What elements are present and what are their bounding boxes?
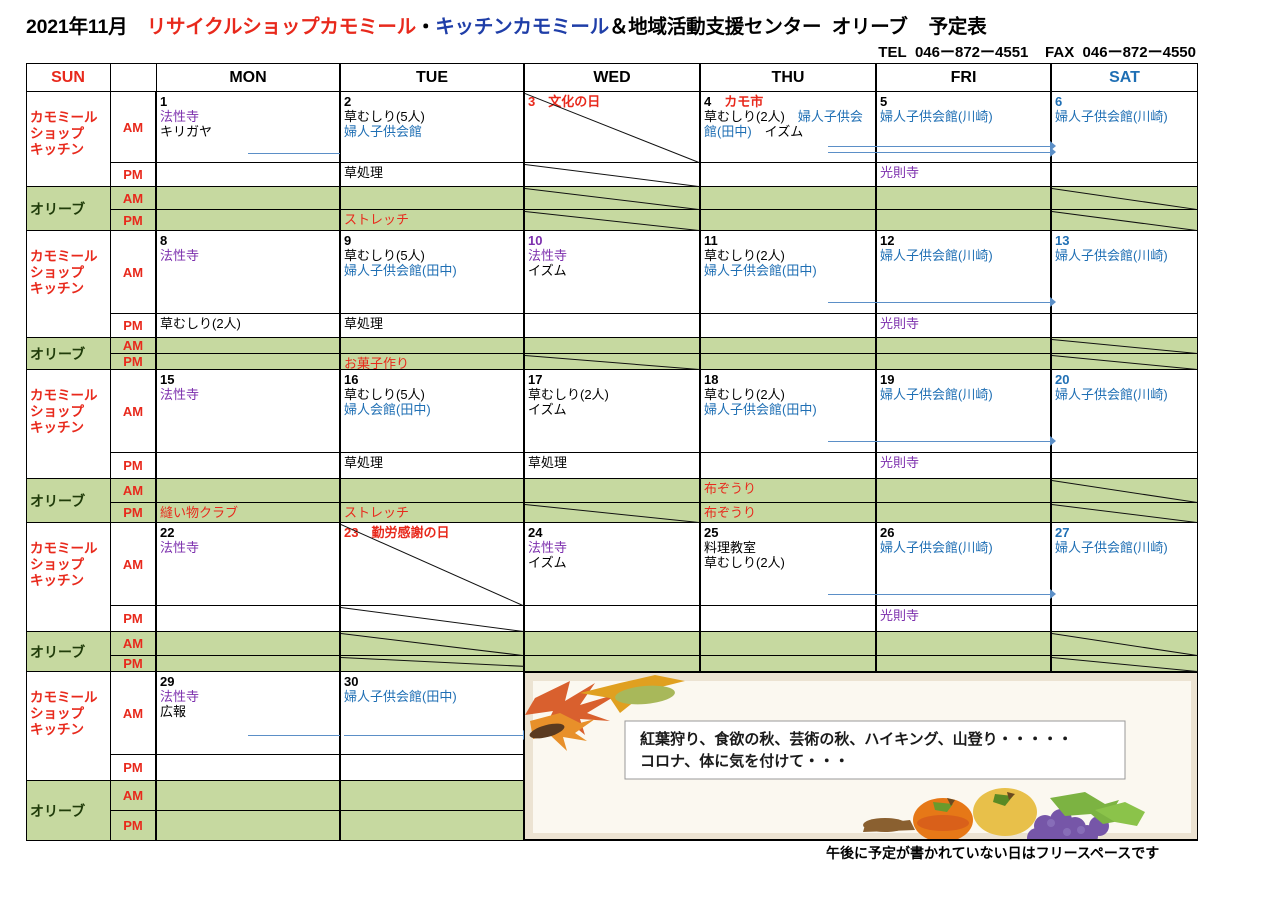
svg-text:紅葉狩り、食欲の秋、芸術の秋、ハイキング、山登り・・・・・: 紅葉狩り、食欲の秋、芸術の秋、ハイキング、山登り・・・・・ (640, 730, 1073, 748)
svg-text:コロナ、体に気を付けて・・・: コロナ、体に気を付けて・・・ (640, 752, 849, 770)
